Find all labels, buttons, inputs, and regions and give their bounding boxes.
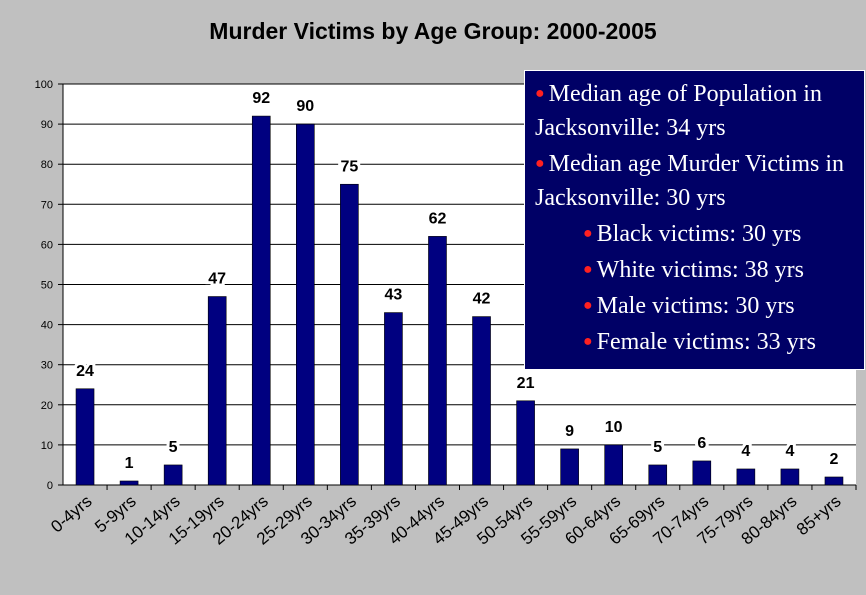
- bullet-icon: ●: [583, 333, 593, 350]
- data-label: 5: [169, 439, 178, 456]
- info-item-male-victims: ● Male victims: 30 yrs: [583, 289, 858, 323]
- x-tick-label: 0-4yrs: [47, 492, 95, 537]
- data-label: 4: [741, 443, 750, 460]
- info-item-female-victims: ● Female victims: 33 yrs: [583, 325, 858, 359]
- data-label: 5: [653, 439, 662, 456]
- chart-title: Murder Victims by Age Group: 2000-2005: [209, 18, 657, 44]
- y-tick-label: 10: [41, 440, 53, 452]
- median-age-info-box: ● Median age of Population in Jacksonvill…: [524, 70, 865, 370]
- info-item-text: White victims: 38 yrs: [596, 257, 804, 283]
- data-label: 2: [830, 451, 839, 468]
- bar: [472, 316, 491, 486]
- bar: [163, 464, 183, 486]
- info-item-text: Female victims: 33 yrs: [596, 329, 816, 355]
- data-label: 62: [429, 210, 447, 227]
- x-tick-label: 85+yrs: [793, 492, 845, 540]
- bullet-icon: ●: [583, 261, 593, 278]
- info-item-text: Median age of Population in Jacksonville…: [535, 81, 822, 141]
- bar: [736, 468, 756, 486]
- data-label: 10: [605, 419, 623, 436]
- data-label: 92: [252, 90, 270, 107]
- data-label: 90: [296, 98, 314, 115]
- data-label: 4: [785, 443, 794, 460]
- data-label: 43: [385, 287, 403, 304]
- bar: [692, 460, 712, 486]
- y-tick-label: 90: [41, 119, 53, 131]
- bar: [824, 476, 844, 486]
- bar: [296, 123, 315, 486]
- info-item-population-median: ● Median age of Population in Jacksonvill…: [535, 77, 858, 145]
- data-label: 9: [565, 423, 574, 440]
- y-tick-label: 70: [41, 199, 53, 211]
- data-label: 75: [340, 158, 358, 175]
- info-item-victims-median: ● Median age Murder Victims in Jacksonvil…: [535, 147, 858, 215]
- y-tick-label: 50: [41, 280, 53, 292]
- data-label: 6: [697, 435, 706, 452]
- y-tick-label: 0: [47, 480, 53, 492]
- bar: [251, 115, 271, 486]
- bar: [428, 236, 447, 486]
- bar: [560, 448, 579, 486]
- bar: [340, 183, 359, 486]
- info-item-white-victims: ● White victims: 38 yrs: [583, 253, 858, 287]
- data-label: 21: [517, 375, 535, 392]
- data-label: 1: [125, 455, 134, 472]
- y-tick-label: 100: [35, 79, 53, 91]
- info-item-black-victims: ● Black victims: 30 yrs: [583, 217, 858, 251]
- bullet-icon: ●: [535, 85, 545, 102]
- y-tick-label: 40: [41, 320, 53, 332]
- bullet-icon: ●: [583, 225, 593, 242]
- info-item-text: Median age Murder Victims in Jacksonvill…: [535, 151, 845, 211]
- bar: [604, 444, 623, 486]
- bar: [207, 296, 227, 486]
- bar: [384, 312, 403, 486]
- bar: [75, 388, 95, 486]
- info-item-text: Male victims: 30 yrs: [596, 293, 795, 319]
- bar: [516, 400, 535, 486]
- info-item-text: Black victims: 30 yrs: [596, 221, 802, 247]
- y-tick-label: 20: [41, 400, 53, 412]
- bar: [119, 480, 139, 486]
- y-tick-label: 80: [41, 159, 53, 171]
- bullet-icon: ●: [583, 297, 593, 314]
- bar: [780, 468, 800, 486]
- data-label: 42: [473, 291, 491, 308]
- y-tick-label: 60: [41, 239, 53, 251]
- bullet-icon: ●: [535, 155, 545, 172]
- bar: [648, 464, 668, 486]
- data-label: 47: [208, 271, 226, 288]
- y-tick-label: 30: [41, 360, 53, 372]
- data-label: 24: [76, 363, 94, 380]
